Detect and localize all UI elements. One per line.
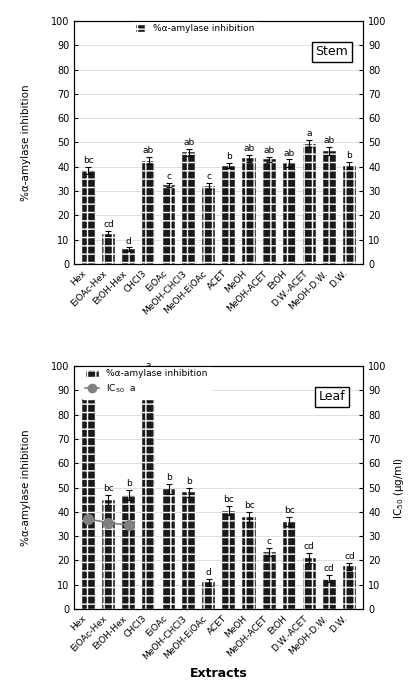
Text: cd: cd: [344, 552, 355, 561]
Text: b: b: [226, 152, 232, 161]
Bar: [282, 522, 296, 609]
Text: Stem: Stem: [315, 46, 348, 58]
Text: b: b: [126, 479, 131, 488]
Text: bc: bc: [83, 156, 94, 164]
Text: cd: cd: [103, 220, 114, 229]
Text: a: a: [306, 129, 312, 138]
Bar: [142, 377, 155, 609]
Bar: [122, 495, 135, 609]
Bar: [263, 552, 275, 609]
Text: cd: cd: [324, 564, 335, 573]
Bar: [182, 152, 195, 264]
Text: b: b: [166, 473, 171, 482]
Bar: [343, 566, 356, 609]
Text: Leaf: Leaf: [318, 391, 345, 403]
Bar: [343, 166, 356, 264]
Bar: [202, 582, 215, 609]
Bar: [282, 163, 296, 264]
Bar: [82, 170, 95, 264]
Bar: [263, 160, 275, 264]
Text: c: c: [166, 172, 171, 181]
Bar: [122, 249, 135, 264]
Text: b: b: [347, 151, 352, 160]
Bar: [182, 492, 195, 609]
Text: ab: ab: [284, 148, 295, 158]
Text: ab: ab: [143, 146, 154, 155]
Text: d: d: [206, 568, 212, 577]
Text: ab: ab: [324, 136, 335, 146]
Bar: [82, 389, 95, 609]
Bar: [202, 186, 215, 264]
Bar: [323, 151, 336, 264]
Text: ab: ab: [183, 138, 195, 146]
Legend: %α-amylase inhibition, IC$_{50}$  a: %α-amylase inhibition, IC$_{50}$ a: [82, 365, 211, 399]
Text: ab: ab: [83, 373, 94, 382]
Bar: [323, 579, 336, 609]
Bar: [303, 144, 316, 264]
Text: bc: bc: [284, 505, 294, 514]
Text: d: d: [126, 237, 131, 246]
Bar: [242, 517, 256, 609]
Text: bc: bc: [223, 495, 234, 504]
Text: a: a: [146, 361, 152, 370]
Text: cd: cd: [304, 542, 315, 551]
X-axis label: Extracts: Extracts: [190, 667, 248, 680]
Y-axis label: IC$_{50}$ (μg/ml): IC$_{50}$ (μg/ml): [392, 456, 406, 519]
Text: c: c: [206, 172, 211, 181]
Bar: [162, 185, 175, 264]
Bar: [102, 234, 115, 264]
Bar: [142, 161, 155, 264]
Bar: [303, 558, 316, 609]
Text: ab: ab: [263, 146, 275, 155]
Text: c: c: [266, 538, 272, 546]
Legend: %α-amylase inhibition: %α-amylase inhibition: [131, 21, 258, 37]
Bar: [223, 166, 235, 264]
Text: ab: ab: [243, 144, 255, 153]
Bar: [162, 489, 175, 609]
Y-axis label: %α-amylase inhibition: %α-amylase inhibition: [21, 429, 31, 546]
Bar: [102, 500, 115, 609]
Bar: [223, 510, 235, 609]
Text: bc: bc: [244, 501, 254, 510]
Bar: [242, 158, 256, 264]
Text: b: b: [186, 477, 192, 486]
Text: bc: bc: [103, 484, 114, 493]
Y-axis label: %α-amylase inhibition: %α-amylase inhibition: [21, 84, 31, 201]
